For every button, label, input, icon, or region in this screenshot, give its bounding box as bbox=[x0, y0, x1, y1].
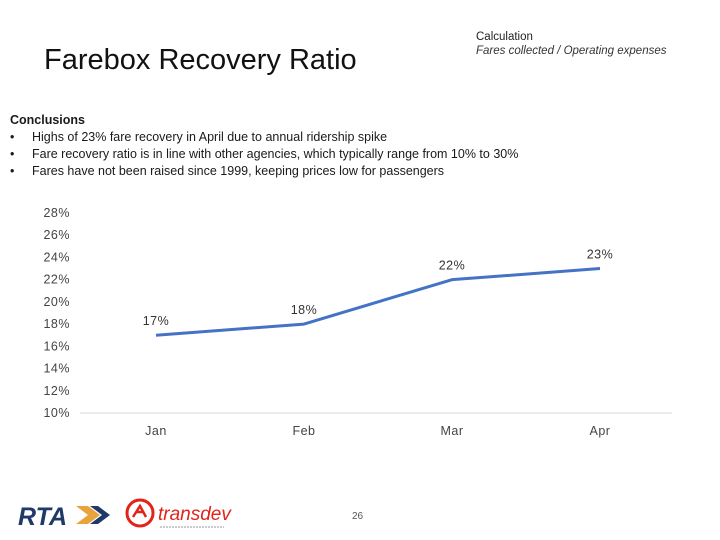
x-tick-label: Feb bbox=[292, 424, 315, 438]
calculation-heading: Calculation bbox=[476, 31, 533, 43]
x-tick-label: Jan bbox=[145, 424, 167, 438]
line-chart: 10% 12% 14% 16% 18% 20% 22% 24% 26% 28% Jan Feb Mar… bbox=[43, 206, 672, 438]
conclusions-section: Conclusions Highs of 23% fare recovery i… bbox=[10, 112, 518, 180]
x-tick-label: Mar bbox=[440, 424, 463, 438]
svg-text:transdev: transdev bbox=[158, 504, 232, 525]
y-tick-label: 10% bbox=[43, 406, 70, 420]
series-line bbox=[155, 267, 601, 337]
data-label: 17% bbox=[143, 314, 170, 328]
conclusion-item: Highs of 23% fare recovery in April due … bbox=[10, 129, 518, 146]
rta-logo: RTA bbox=[18, 498, 118, 537]
conclusions-list: Highs of 23% fare recovery in April due … bbox=[10, 129, 518, 180]
y-tick-label: 16% bbox=[43, 339, 70, 353]
y-tick-label: 28% bbox=[43, 206, 70, 220]
data-label: 22% bbox=[439, 259, 466, 273]
conclusions-heading: Conclusions bbox=[10, 113, 86, 127]
x-axis-ticks: Jan Feb Mar Apr bbox=[145, 424, 610, 438]
y-tick-label: 12% bbox=[43, 384, 70, 398]
y-tick-label: 24% bbox=[43, 250, 70, 264]
conclusion-item: Fare recovery ratio is in line with othe… bbox=[10, 146, 518, 163]
y-tick-label: 14% bbox=[43, 362, 70, 376]
conclusion-item: Fares have not been raised since 1999, k… bbox=[10, 163, 518, 180]
y-axis-ticks: 10% 12% 14% 16% 18% 20% 22% 24% 26% 28% bbox=[43, 206, 70, 420]
data-label: 23% bbox=[587, 248, 614, 262]
y-tick-label: 26% bbox=[43, 228, 70, 242]
transdev-logo: transdev bbox=[124, 497, 234, 536]
y-tick-label: 22% bbox=[43, 273, 70, 287]
calculation-box: Calculation Fares collected / Operating … bbox=[476, 30, 667, 58]
y-tick-label: 20% bbox=[43, 295, 70, 309]
y-tick-label: 18% bbox=[43, 317, 70, 331]
page-number: 26 bbox=[352, 511, 364, 522]
data-labels: 17% 18% 22% 23% bbox=[143, 248, 614, 329]
svg-text:RTA: RTA bbox=[18, 503, 67, 531]
x-tick-label: Apr bbox=[590, 424, 611, 438]
data-label: 18% bbox=[291, 303, 318, 317]
calculation-formula: Fares collected / Operating expenses bbox=[476, 45, 667, 57]
page-title: Farebox Recovery Ratio bbox=[44, 44, 357, 76]
